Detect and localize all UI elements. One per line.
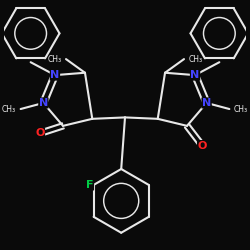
Text: F: F — [86, 180, 94, 190]
Text: O: O — [35, 128, 44, 138]
Text: CH₃: CH₃ — [2, 104, 16, 114]
Text: N: N — [190, 70, 200, 80]
Text: N: N — [50, 70, 59, 80]
Text: O: O — [198, 140, 207, 150]
Text: N: N — [202, 98, 211, 108]
Text: CH₃: CH₃ — [234, 104, 248, 114]
Text: N: N — [39, 98, 48, 108]
Text: CH₃: CH₃ — [188, 54, 203, 64]
Text: CH₃: CH₃ — [47, 54, 62, 64]
